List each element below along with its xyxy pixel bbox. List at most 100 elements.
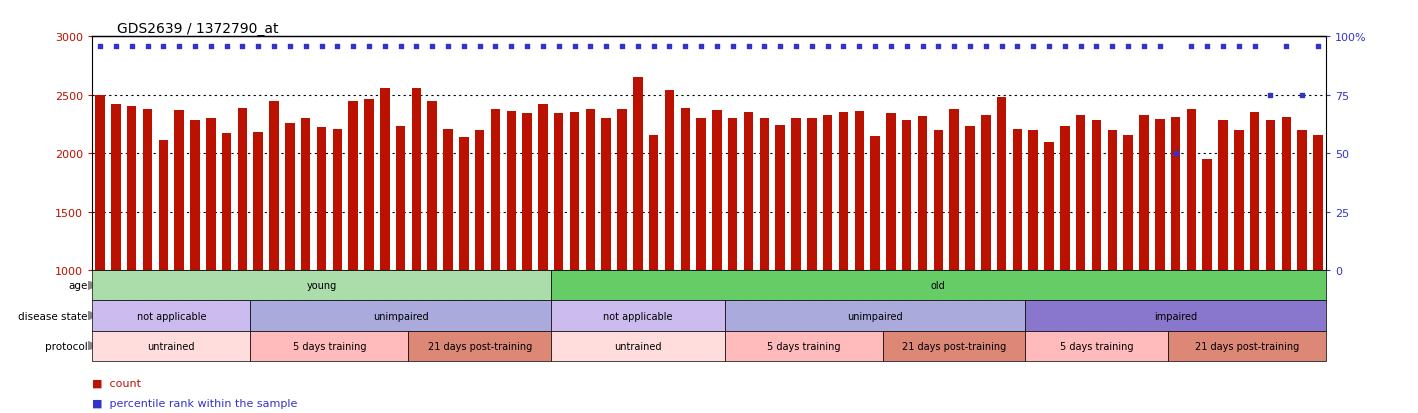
Point [262, 43, 285, 50]
Point [484, 43, 506, 50]
Point [136, 43, 159, 50]
Bar [238, 108, 247, 271]
Bar [871, 136, 879, 271]
Bar [1282, 118, 1290, 271]
Bar [159, 141, 169, 271]
Text: not applicable: not applicable [136, 311, 206, 321]
Point [579, 43, 601, 50]
Point [167, 43, 190, 50]
Point [326, 43, 349, 50]
Bar [838, 113, 848, 271]
Bar [475, 131, 485, 271]
Bar [649, 135, 658, 271]
Bar [1028, 131, 1038, 271]
Point [879, 43, 902, 50]
Bar [933, 131, 943, 271]
Bar [1076, 115, 1085, 271]
Point [357, 43, 380, 50]
Point [689, 43, 712, 50]
Bar [1234, 131, 1244, 271]
Point [927, 43, 950, 50]
Point [832, 43, 855, 50]
Point [1085, 43, 1107, 50]
Point [1164, 151, 1187, 157]
Bar [174, 111, 184, 271]
Bar [1297, 131, 1307, 271]
Bar [617, 109, 627, 271]
Bar [301, 119, 311, 271]
Point [89, 43, 112, 50]
Point [1022, 43, 1045, 50]
Point [706, 43, 729, 50]
Point [1195, 43, 1218, 50]
Point [1275, 43, 1297, 50]
Bar [744, 113, 753, 271]
Point [216, 43, 238, 50]
Point [437, 43, 459, 50]
Point [611, 43, 634, 50]
Text: unimpaired: unimpaired [373, 311, 428, 321]
Bar [1266, 121, 1275, 271]
Bar [1156, 120, 1164, 271]
Text: 5 days training: 5 days training [292, 341, 366, 351]
Point [800, 43, 822, 50]
Bar [1171, 118, 1180, 271]
Bar [1139, 115, 1149, 271]
Point [990, 43, 1012, 50]
Point [895, 43, 917, 50]
Bar [1249, 113, 1259, 271]
Bar [791, 119, 801, 271]
Point [1054, 43, 1076, 50]
Point [547, 43, 570, 50]
Bar [1012, 129, 1022, 271]
Bar [111, 105, 121, 271]
Bar [221, 134, 231, 271]
Point [784, 43, 807, 50]
Point [1007, 43, 1029, 50]
Bar [1187, 109, 1197, 271]
Point [1306, 43, 1329, 50]
Point [943, 43, 966, 50]
Bar [506, 112, 516, 271]
Point [532, 43, 554, 50]
Text: untrained: untrained [614, 341, 662, 351]
Bar [95, 95, 105, 271]
Bar [1313, 135, 1323, 271]
Text: 5 days training: 5 days training [1059, 341, 1133, 351]
Bar [206, 119, 216, 271]
Text: 21 days post-training: 21 days post-training [428, 341, 532, 351]
Text: disease state: disease state [18, 311, 88, 321]
Bar [491, 109, 501, 271]
Point [105, 43, 128, 50]
Point [658, 43, 681, 50]
Point [152, 43, 174, 50]
Point [563, 43, 586, 50]
Bar [681, 108, 691, 271]
Point [295, 43, 318, 50]
Point [817, 43, 839, 50]
Point [121, 43, 143, 50]
Point [596, 43, 618, 50]
Point [311, 43, 333, 50]
Point [912, 43, 934, 50]
Point [421, 43, 444, 50]
Point [674, 43, 696, 50]
Bar [1092, 121, 1102, 271]
Bar [128, 107, 136, 271]
Bar [886, 114, 896, 271]
Point [342, 43, 364, 50]
Point [468, 43, 491, 50]
Bar [586, 109, 596, 271]
Bar [632, 78, 642, 271]
Polygon shape [88, 311, 99, 320]
Bar [807, 119, 817, 271]
Point [959, 43, 981, 50]
Polygon shape [88, 281, 99, 290]
Point [848, 43, 871, 50]
Bar [917, 116, 927, 271]
Text: ■  percentile rank within the sample: ■ percentile rank within the sample [92, 399, 298, 408]
Bar [396, 127, 406, 271]
Bar [712, 111, 722, 271]
Point [1117, 43, 1140, 50]
Bar [333, 129, 342, 271]
